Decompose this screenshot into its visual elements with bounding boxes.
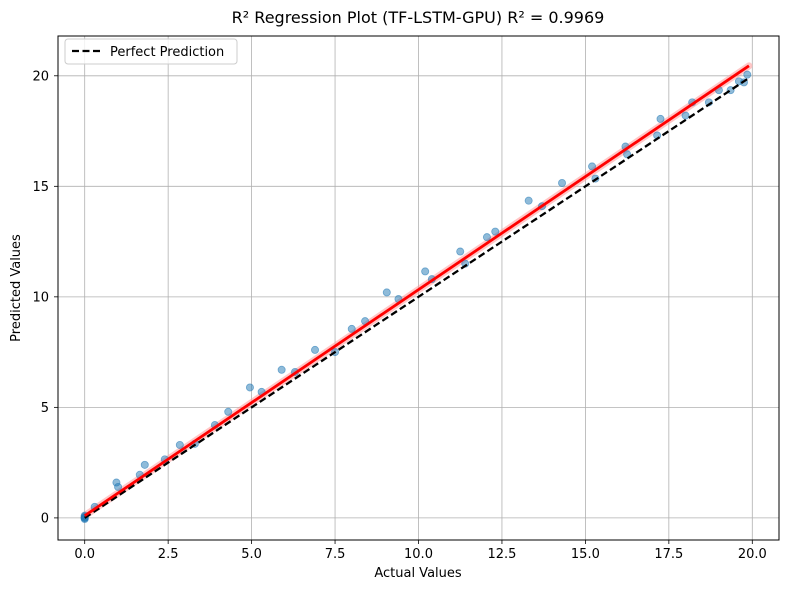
scatter-point bbox=[588, 162, 597, 171]
scatter-point bbox=[656, 114, 665, 123]
y-axis-label: Predicted Values bbox=[9, 234, 24, 342]
scatter-point bbox=[140, 460, 149, 469]
chart-title: R² Regression Plot (TF-LSTM-GPU) R² = 0.… bbox=[232, 8, 605, 27]
x-tick-label: 10.0 bbox=[404, 547, 433, 562]
legend: Perfect Prediction bbox=[64, 38, 238, 65]
y-tick-label: 10 bbox=[32, 290, 49, 305]
scatter-point bbox=[347, 324, 356, 333]
scatter-point bbox=[743, 70, 752, 79]
x-tick-label: 20.0 bbox=[738, 547, 767, 562]
scatter-point bbox=[681, 111, 690, 120]
scatter-point bbox=[382, 288, 391, 297]
y-axis-ticks: 0 5 10 15 20 bbox=[32, 69, 58, 526]
x-axis-ticks: 0.0 2.5 5.0 7.5 10.0 12.5 15.0 17.5 20.0 bbox=[74, 540, 767, 562]
x-tick-label: 17.5 bbox=[654, 547, 683, 562]
scatter-point bbox=[558, 178, 567, 187]
x-tick-label: 5.0 bbox=[241, 547, 262, 562]
scatter-point bbox=[524, 196, 533, 205]
x-tick-label: 12.5 bbox=[487, 547, 516, 562]
x-axis-label: Actual Values bbox=[374, 566, 462, 581]
series-lines bbox=[83, 64, 750, 519]
regression-fit-line bbox=[83, 64, 750, 517]
y-tick-label: 20 bbox=[32, 69, 49, 84]
scatter-point bbox=[421, 267, 430, 276]
legend-entry-perfect-prediction: Perfect Prediction bbox=[110, 45, 224, 60]
scatter-point bbox=[114, 482, 123, 491]
y-tick-label: 5 bbox=[41, 401, 49, 416]
scatter-point bbox=[482, 233, 491, 242]
x-tick-label: 2.5 bbox=[158, 547, 179, 562]
legend-box bbox=[64, 38, 238, 65]
scatter-points bbox=[80, 70, 752, 524]
x-tick-label: 0.0 bbox=[74, 547, 95, 562]
scatter-point bbox=[245, 383, 254, 392]
scatter-point bbox=[224, 407, 233, 416]
x-tick-label: 7.5 bbox=[325, 547, 346, 562]
scatter-point bbox=[491, 227, 500, 236]
perfect-prediction-line bbox=[84, 77, 750, 519]
y-tick-label: 0 bbox=[41, 511, 49, 526]
y-tick-label: 15 bbox=[32, 180, 49, 195]
scatter-point bbox=[311, 345, 320, 354]
scatter-point bbox=[277, 365, 286, 374]
x-tick-label: 15.0 bbox=[571, 547, 600, 562]
scatter-point bbox=[175, 440, 184, 449]
scatter-point bbox=[456, 247, 465, 256]
